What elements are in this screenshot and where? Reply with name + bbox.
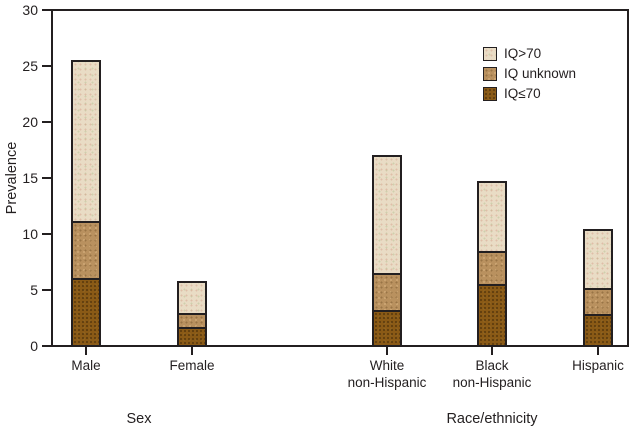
legend-item-iq-gt-70: IQ>70: [483, 44, 576, 64]
x-tick-label-male: Male: [71, 358, 101, 373]
bar-female: [177, 281, 207, 345]
bar-segment-iq-unknown: [177, 313, 207, 327]
legend-label-iq-unknown: IQ unknown: [504, 66, 577, 81]
bar-segment-iq-le-70: [71, 278, 101, 345]
plot-inner: IQ>70 IQ unknown IQ≤70: [53, 11, 627, 345]
legend-label-iq-le-70: IQ≤70: [504, 86, 541, 101]
x-tick-label-black-non-hispanic: Black non-Hispanic: [452, 358, 532, 390]
x-group-label-race-ethnicity: Race/ethnicity: [446, 411, 538, 427]
bar-segment-iq-le-70: [372, 310, 402, 345]
y-tick: [42, 177, 51, 179]
bar-segment-iq-le-70: [177, 327, 207, 345]
bar-hispanic: [583, 229, 613, 345]
bar-segment-iq-le-70: [477, 284, 507, 345]
legend-item-iq-le-70: IQ≤70: [483, 84, 576, 104]
x-tick: [191, 347, 193, 355]
y-tick: [42, 121, 51, 123]
legend: IQ>70 IQ unknown IQ≤70: [483, 44, 576, 104]
y-tick-label: 25: [22, 58, 38, 74]
y-tick: [42, 289, 51, 291]
bar-segment-iq-unknown: [477, 251, 507, 284]
legend-swatch-iq-unknown: [483, 67, 497, 81]
x-tick-label-female: Female: [169, 358, 215, 373]
bar-segment-iq-gt-70: [477, 181, 507, 251]
bar-male: [71, 60, 101, 345]
y-tick-label: 10: [22, 226, 38, 242]
legend-swatch-iq-le-70: [483, 87, 497, 101]
plot-area: IQ>70 IQ unknown IQ≤70: [51, 9, 629, 347]
y-tick: [42, 233, 51, 235]
y-tick-label: 0: [30, 338, 38, 354]
x-tick: [491, 347, 493, 355]
bar-white-non-hispanic: [372, 155, 402, 345]
bar-segment-iq-gt-70: [71, 60, 101, 221]
x-tick: [597, 347, 599, 355]
y-tick-label: 5: [30, 282, 38, 298]
bar-segment-iq-unknown: [71, 221, 101, 278]
y-tick-label: 30: [22, 2, 38, 18]
x-tick-label-hispanic: Hispanic: [572, 358, 624, 373]
legend-item-iq-unknown: IQ unknown: [483, 64, 576, 84]
x-group-label-sex: Sex: [126, 411, 152, 427]
bar-black-non-hispanic: [477, 181, 507, 345]
legend-label-iq-gt-70: IQ>70: [504, 46, 542, 61]
bar-segment-iq-gt-70: [583, 229, 613, 288]
y-tick: [42, 65, 51, 67]
y-tick-label: 20: [22, 114, 38, 130]
y-tick: [42, 9, 51, 11]
y-tick: [42, 345, 51, 347]
x-tick: [85, 347, 87, 355]
bar-segment-iq-gt-70: [177, 281, 207, 313]
y-tick-label: 15: [22, 170, 38, 186]
bar-segment-iq-unknown: [583, 288, 613, 314]
x-tick: [386, 347, 388, 355]
bar-segment-iq-gt-70: [372, 155, 402, 273]
x-tick-label-white-non-hispanic: White non-Hispanic: [347, 358, 427, 390]
legend-swatch-iq-gt-70: [483, 47, 497, 61]
bar-segment-iq-unknown: [372, 273, 402, 310]
bar-segment-iq-le-70: [583, 314, 613, 345]
